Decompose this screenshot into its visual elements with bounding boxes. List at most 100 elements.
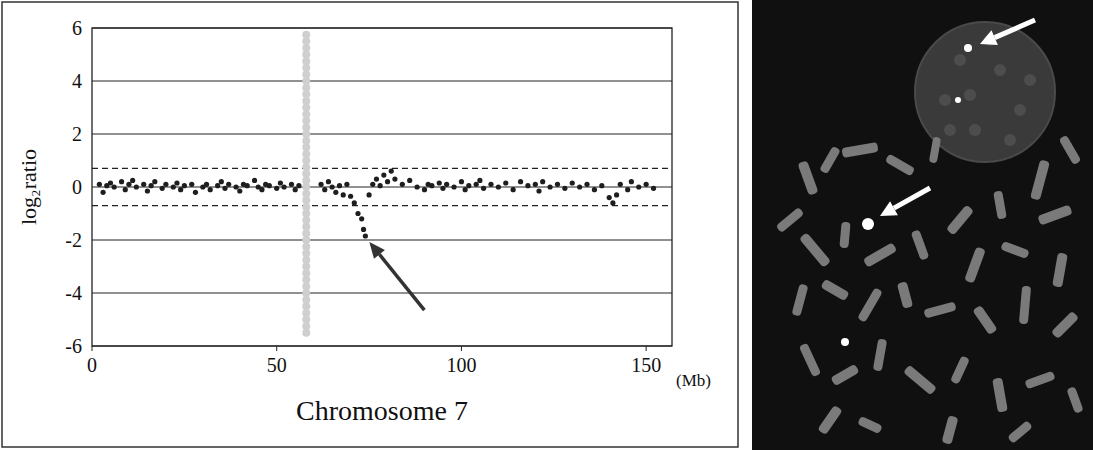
chart-panel-frame	[2, 2, 738, 447]
x-tick	[276, 346, 277, 351]
data-point	[222, 186, 227, 191]
chromosome	[1024, 371, 1055, 390]
data-point	[145, 188, 150, 193]
data-point	[381, 172, 386, 177]
y-axis-title: log₂ratio	[16, 149, 41, 225]
data-point	[422, 187, 427, 192]
data-point	[233, 184, 238, 189]
fish-signal	[862, 218, 874, 230]
chromosome	[797, 160, 818, 195]
x-tick-label: 150	[631, 354, 661, 376]
data-point	[518, 179, 523, 184]
data-point	[570, 180, 575, 185]
data-point	[318, 182, 323, 187]
chromosome	[792, 283, 809, 316]
data-point	[355, 211, 360, 216]
chromosome	[873, 338, 887, 371]
data-point	[503, 180, 508, 185]
chromosome	[911, 229, 930, 260]
data-point	[444, 182, 449, 187]
chromosome	[857, 287, 883, 323]
y-tick-label: 0	[72, 176, 82, 198]
chromosome	[841, 142, 878, 158]
nucleus-texture	[1004, 134, 1016, 146]
annotation-arrow-head	[369, 242, 385, 259]
data-point	[584, 182, 589, 187]
data-point	[174, 180, 179, 185]
data-point	[618, 182, 623, 187]
data-point	[614, 192, 619, 197]
data-point	[636, 184, 641, 189]
data-point	[592, 187, 597, 192]
data-point	[429, 183, 434, 188]
y-tick-label: 4	[72, 70, 82, 92]
data-point	[496, 184, 501, 189]
data-point	[278, 180, 283, 185]
chromosome	[897, 281, 913, 309]
chromosome	[1051, 311, 1079, 339]
data-point	[97, 182, 102, 187]
data-point	[119, 179, 124, 184]
data-point	[533, 182, 538, 187]
x-axis-title: Chromosome 7	[296, 395, 468, 426]
x-tick	[92, 346, 93, 351]
data-point	[341, 192, 346, 197]
data-point	[226, 182, 231, 187]
data-point	[108, 180, 113, 185]
data-point	[562, 186, 567, 191]
annotation-arrow	[379, 254, 424, 310]
data-point	[477, 178, 482, 183]
data-point	[451, 184, 456, 189]
data-point	[100, 190, 105, 195]
image-arrow	[894, 188, 930, 208]
data-point	[245, 183, 250, 188]
data-point	[607, 195, 612, 200]
data-point	[274, 186, 279, 191]
data-point	[296, 183, 301, 188]
data-point	[302, 31, 310, 39]
data-point	[651, 186, 656, 191]
data-point	[511, 187, 516, 192]
data-point	[182, 183, 187, 188]
x-axis-unit: (Mb)	[676, 371, 711, 390]
data-point	[610, 200, 615, 205]
data-point	[599, 183, 604, 188]
data-point	[577, 184, 582, 189]
nucleus-texture	[939, 94, 951, 106]
y-tick-label: -6	[65, 335, 82, 357]
data-point	[337, 183, 342, 188]
data-point	[359, 216, 364, 221]
data-point	[130, 178, 135, 183]
data-point	[333, 190, 338, 195]
data-point	[134, 184, 139, 189]
chromosome	[799, 232, 831, 268]
chromosome	[830, 364, 859, 387]
data-point	[440, 186, 445, 191]
data-point	[171, 184, 176, 189]
data-point	[481, 186, 486, 191]
data-point	[488, 182, 493, 187]
x-tick	[646, 346, 647, 351]
data-point	[348, 194, 353, 199]
data-point	[267, 183, 272, 188]
chromosome	[799, 343, 822, 378]
data-point	[293, 187, 298, 192]
data-point	[189, 182, 194, 187]
chromosome	[820, 279, 849, 302]
nucleus-texture	[944, 124, 956, 136]
data-point	[378, 183, 383, 188]
data-point	[237, 188, 242, 193]
chromosome	[817, 405, 842, 435]
fish-signal	[955, 97, 961, 103]
chromosome	[1066, 386, 1083, 414]
data-point	[289, 182, 294, 187]
nucleus-texture	[964, 89, 976, 101]
data-point	[370, 182, 375, 187]
threshold-line	[92, 205, 672, 206]
chromosome	[950, 355, 970, 384]
data-point	[330, 184, 335, 189]
grid-line	[92, 293, 672, 294]
chromosome	[1000, 241, 1029, 259]
data-point	[112, 184, 117, 189]
y-tick-label: 2	[72, 123, 82, 145]
